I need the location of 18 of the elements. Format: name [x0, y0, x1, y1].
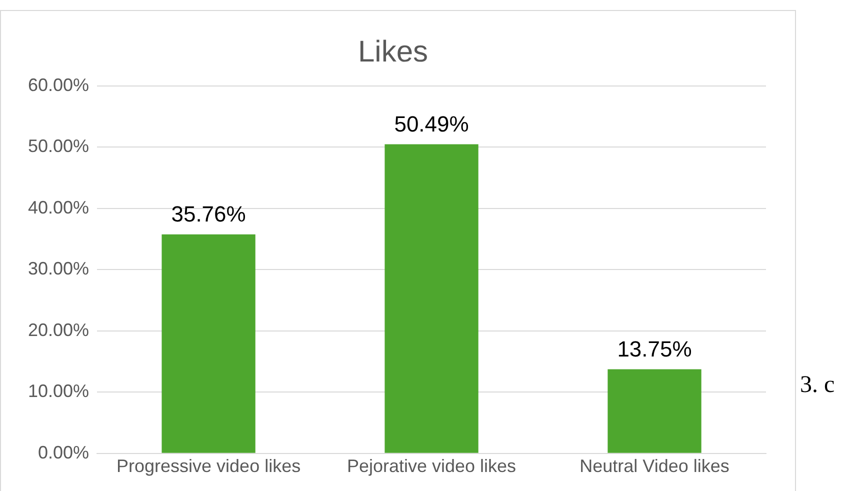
data-label: 13.75%: [617, 336, 692, 362]
x-tick-label: Progressive video likes: [116, 456, 301, 476]
y-tick-label: 30.00%: [28, 258, 90, 279]
bar: [608, 369, 702, 453]
y-tick-label: 10.00%: [28, 381, 90, 402]
y-tick-label: 60.00%: [28, 74, 90, 95]
y-tick-label: 40.00%: [28, 197, 90, 218]
bar: [162, 234, 256, 453]
bar: [384, 144, 478, 453]
y-tick-label: 0.00%: [38, 442, 90, 462]
chart-title: Likes: [358, 35, 428, 68]
text: 3. c: [800, 372, 835, 399]
x-tick-label: Pejorative video likes: [346, 456, 516, 476]
y-tick-label: 50.00%: [28, 136, 90, 156]
y-tick-label: 20.00%: [28, 320, 90, 340]
data-label: 35.76%: [171, 201, 246, 226]
data-label: 50.49%: [394, 111, 469, 136]
x-tick-label: Neutral Video likes: [580, 456, 730, 476]
